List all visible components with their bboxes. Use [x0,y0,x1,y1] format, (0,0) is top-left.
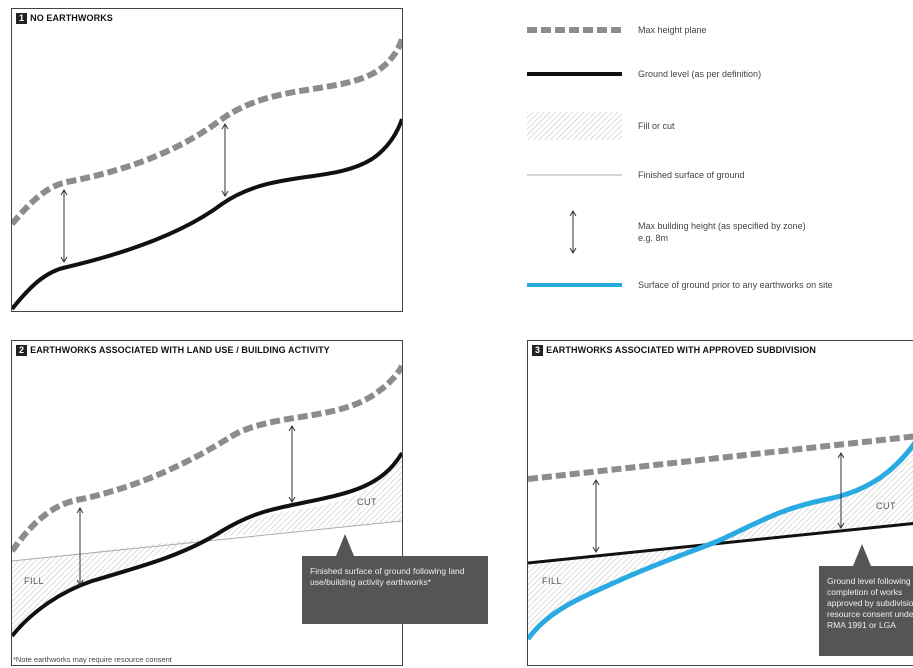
panel1-diagram [12,37,402,311]
ground-level-line [528,522,913,565]
fill-label: FILL [24,576,45,586]
callout-ground-level-subdivision: Ground level following completion of wor… [819,566,913,656]
max-building-height-arrow [592,479,600,553]
prior-surface-line [528,441,913,641]
panel-number: 2 [16,345,28,356]
panel-title: 3 EARTHWORKS ASSOCIATED WITH APPROVED SUB… [532,345,816,356]
ground-level-line [12,118,402,311]
max-height-plane-line [528,433,913,482]
fill-area [528,544,713,639]
solid-line-icon [527,72,622,76]
ground-level-line [12,451,402,638]
cut-label: CUT [357,497,377,507]
panel2-diagram [12,364,402,638]
thin-line-icon [527,174,622,176]
fill-label: FILL [542,576,563,586]
callout-pointer [336,534,354,556]
panel-number: 1 [16,13,28,24]
callout-pointer [853,544,871,566]
panel-no-earthworks: 1 NO EARTHWORKS [11,8,403,312]
max-building-height-arrow [60,189,68,263]
dashed-line-icon [527,27,622,33]
callout-finished-surface: Finished surface of ground following lan… [302,556,488,624]
max-building-height-arrow [76,507,84,586]
max-building-height-arrow [288,425,296,503]
double-arrow-icon [569,210,577,254]
panel-land-use-earthworks: 2 EARTHWORKS ASSOCIATED WITH LAND USE / B… [11,340,403,666]
max-building-height-arrow [221,123,229,197]
footnote: *Note earthworks may require resource co… [13,655,172,664]
fill-area [12,538,207,636]
panel-number: 3 [532,345,544,356]
max-building-height-arrow [837,452,845,529]
panel-title: 2 EARTHWORKS ASSOCIATED WITH LAND USE / B… [16,345,330,356]
panel3-diagram [528,433,913,641]
blue-line-icon [527,283,622,287]
hatch-icon [527,112,622,140]
cut-area [207,453,402,538]
cut-label: CUT [876,501,896,511]
max-height-plane-line [12,364,402,553]
cut-area [713,444,913,544]
panel-title: 1 NO EARTHWORKS [16,13,113,24]
max-height-plane-line [12,37,402,226]
